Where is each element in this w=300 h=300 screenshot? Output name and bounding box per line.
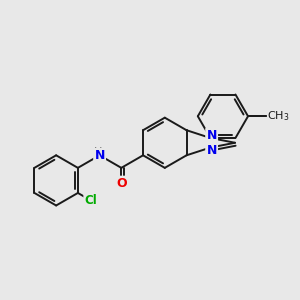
- Text: N: N: [206, 144, 217, 157]
- Text: CH$_3$: CH$_3$: [267, 109, 290, 123]
- Text: N: N: [94, 149, 105, 162]
- Text: N: N: [206, 129, 217, 142]
- Text: O: O: [116, 177, 127, 190]
- Text: H: H: [94, 146, 103, 157]
- Text: Cl: Cl: [85, 194, 97, 207]
